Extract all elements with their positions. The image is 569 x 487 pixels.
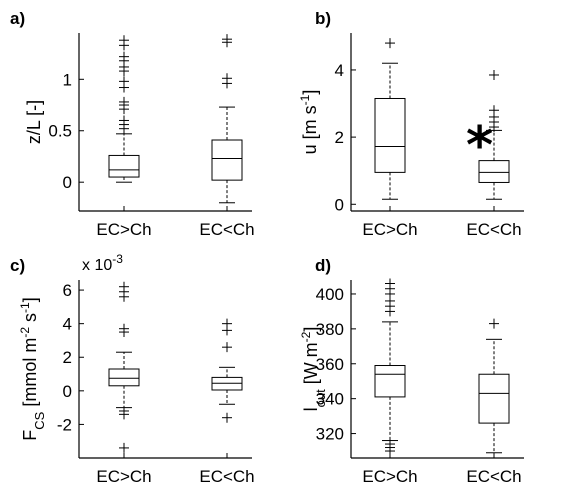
y-tick-label: 400	[316, 285, 344, 304]
panel-d: d) 320 340 360 380 400 EC>Ch EC<Ch lout [W m-2]	[299, 256, 524, 486]
panel-c: c) -2 0 2 4 6 EC>Ch EC<Ch FCS [mmol m-2 s-1] x 10…	[10, 252, 255, 486]
x-tick-label: EC>Ch	[362, 220, 417, 239]
outlier-marker	[119, 123, 129, 134]
y-axis-label: lout [W m-2]	[299, 327, 328, 412]
panel-label: b)	[315, 9, 331, 28]
y-axis-label: u [m s-1]	[298, 90, 320, 155]
outlier-marker	[119, 409, 129, 420]
box-iqr	[108, 368, 140, 387]
panel-b: b) 0 2 4 EC>Ch EC<Ch u [m s-1] *	[298, 9, 524, 239]
outlier-marker	[385, 446, 395, 457]
box-iqr	[108, 154, 140, 178]
box-2	[478, 318, 510, 454]
box-iqr	[211, 139, 243, 181]
axis-exponent-label: x 10-3	[82, 252, 123, 274]
outlier-marker	[222, 342, 232, 353]
outlier-marker	[119, 82, 129, 93]
x-tick-label: EC>Ch	[96, 467, 151, 486]
y-tick-label: 380	[316, 320, 344, 339]
box-1	[108, 35, 140, 183]
outlier-marker	[119, 327, 129, 338]
box-iqr	[374, 365, 406, 398]
x-tick-label: EC<Ch	[466, 220, 521, 239]
box-1	[374, 278, 406, 457]
outlier-marker	[119, 40, 129, 51]
panel-label: c)	[10, 256, 25, 275]
outlier-marker	[222, 325, 232, 336]
panel-label: a)	[10, 9, 25, 28]
box-1	[374, 38, 406, 200]
outlier-marker	[119, 291, 129, 302]
box-iqr	[374, 97, 406, 173]
outlier-marker	[119, 66, 129, 77]
outlier-marker	[222, 37, 232, 48]
y-tick-label: 340	[316, 390, 344, 409]
y-tick-label: 0.5	[48, 122, 72, 141]
box-iqr	[478, 373, 510, 424]
panel-label: d)	[315, 256, 331, 275]
y-tick-label: 4	[335, 61, 344, 80]
y-tick-label: 0	[63, 382, 72, 401]
y-tick-label: 0	[335, 195, 344, 214]
panel-a: a) 0 0.5 1 EC>Ch EC<Ch z/L [-]	[10, 9, 255, 239]
box-2	[478, 69, 510, 200]
y-tick-label: 6	[63, 281, 72, 300]
x-tick-label: EC<Ch	[199, 467, 254, 486]
significance-asterisk: *	[466, 116, 493, 176]
y-tick-label: 4	[63, 315, 72, 334]
y-tick-label: 2	[63, 348, 72, 367]
x-tick-label: EC>Ch	[96, 220, 151, 239]
y-tick-label: -2	[57, 415, 72, 434]
y-tick-label: 2	[335, 128, 344, 147]
y-tick-label: 360	[316, 355, 344, 374]
outlier-marker	[119, 442, 129, 453]
x-tick-label: EC<Ch	[466, 467, 521, 486]
outlier-marker	[222, 412, 232, 423]
outlier-marker	[222, 78, 232, 89]
x-tick-label: EC<Ch	[199, 220, 254, 239]
y-axis-label: FCS [mmol m-2 s-1]	[18, 297, 47, 440]
y-tick-label: 1	[63, 70, 72, 89]
y-axis-label: z/L [-]	[24, 100, 44, 144]
box-2	[211, 34, 243, 204]
y-tick-label: 0	[63, 173, 72, 192]
box-1	[108, 281, 140, 453]
outlier-marker	[489, 318, 499, 329]
outlier-marker	[489, 122, 499, 133]
x-tick-label: EC>Ch	[362, 467, 417, 486]
box-2	[211, 318, 243, 423]
outlier-marker	[119, 104, 129, 115]
y-tick-label: 320	[316, 425, 344, 444]
outlier-marker	[385, 306, 395, 317]
outlier-marker	[385, 38, 395, 49]
outlier-marker	[489, 69, 499, 80]
